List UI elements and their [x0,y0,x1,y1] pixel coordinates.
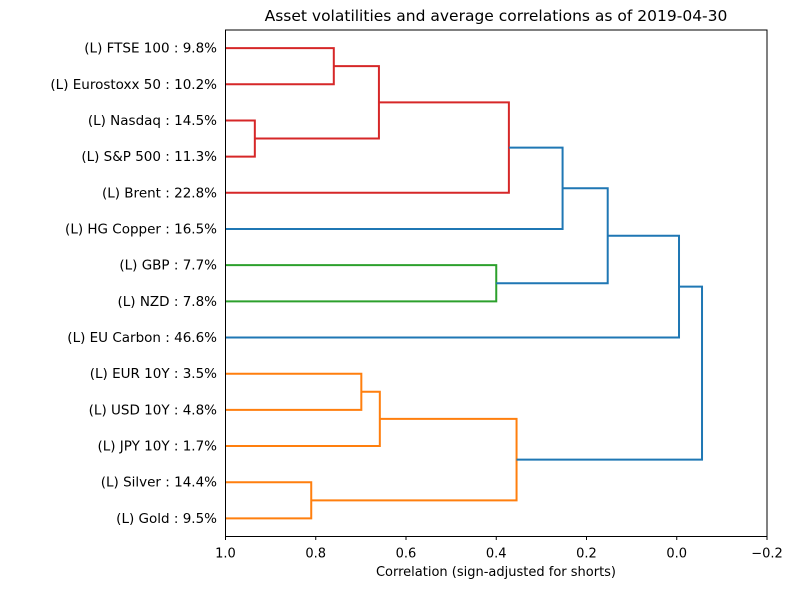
leaf-label-L4: (L) Brent : 22.8% [102,185,217,201]
leaf-label-L9: (L) EUR 10Y : 3.5% [90,366,217,382]
leaf-label-L7: (L) NZD : 7.8% [117,294,217,310]
leaf-label-L3: (L) S&P 500 : 11.3% [81,149,217,165]
dendrogram-link-m10 [225,372,363,411]
x-tick-label: 0.0 [666,547,687,562]
dendrogram-link-m7 [496,187,609,285]
leaf-label-L6: (L) GBP : 7.7% [119,258,217,274]
dendrogram-link-m5 [225,146,564,230]
x-tick-label: 0.8 [305,547,326,562]
leaf-labels: (L) FTSE 100 : 9.8% (L) Eurostoxx 50 : 10… [50,41,217,527]
leaf-label-L5: (L) HG Copper : 16.5% [65,221,217,237]
leaf-label-L1: (L) Eurostoxx 50 : 10.2% [50,77,217,93]
chart-title: Asset volatilities and average correlati… [265,7,728,25]
x-axis-label: Correlation (sign-adjusted for shorts) [376,565,616,580]
leaf-label-L11: (L) JPY 10Y : 1.7% [97,439,217,455]
leaf-label-L2: (L) Nasdaq : 14.5% [88,113,217,129]
x-axis-ticks: 1.0 0.8 0.6 0.4 0.2 0.0 −0.2 [215,536,783,562]
x-tick-label: −0.2 [751,547,783,562]
x-tick-label: 0.4 [486,547,507,562]
leaf-label-L8: (L) EU Carbon : 46.6% [67,330,217,346]
dendrogram-link-m12 [225,481,313,520]
leaf-label-L0: (L) FTSE 100 : 9.8% [84,41,217,57]
x-tick-label: 0.6 [396,547,417,562]
dendrogram-link-m3 [254,65,380,140]
dendrogram-link-m4 [225,101,510,194]
dendrogram-links [225,47,704,520]
leaf-label-L12: (L) Silver : 14.4% [101,475,217,491]
dendrogram-link-m9 [516,285,704,461]
dendrogram-link-m1 [225,119,256,158]
x-tick-label: 1.0 [215,547,236,562]
dendrogram-link-m2 [225,47,335,86]
x-tick-label: 0.2 [576,547,597,562]
dendrogram-link-m13 [311,417,518,502]
leaf-label-L13: (L) Gold : 9.5% [116,511,217,527]
dendrogram-link-m6 [225,264,498,303]
dendrogram-link-m8 [225,234,681,339]
leaf-label-L10: (L) USD 10Y : 4.8% [89,402,218,418]
dendrogram-link-m11 [225,390,381,448]
